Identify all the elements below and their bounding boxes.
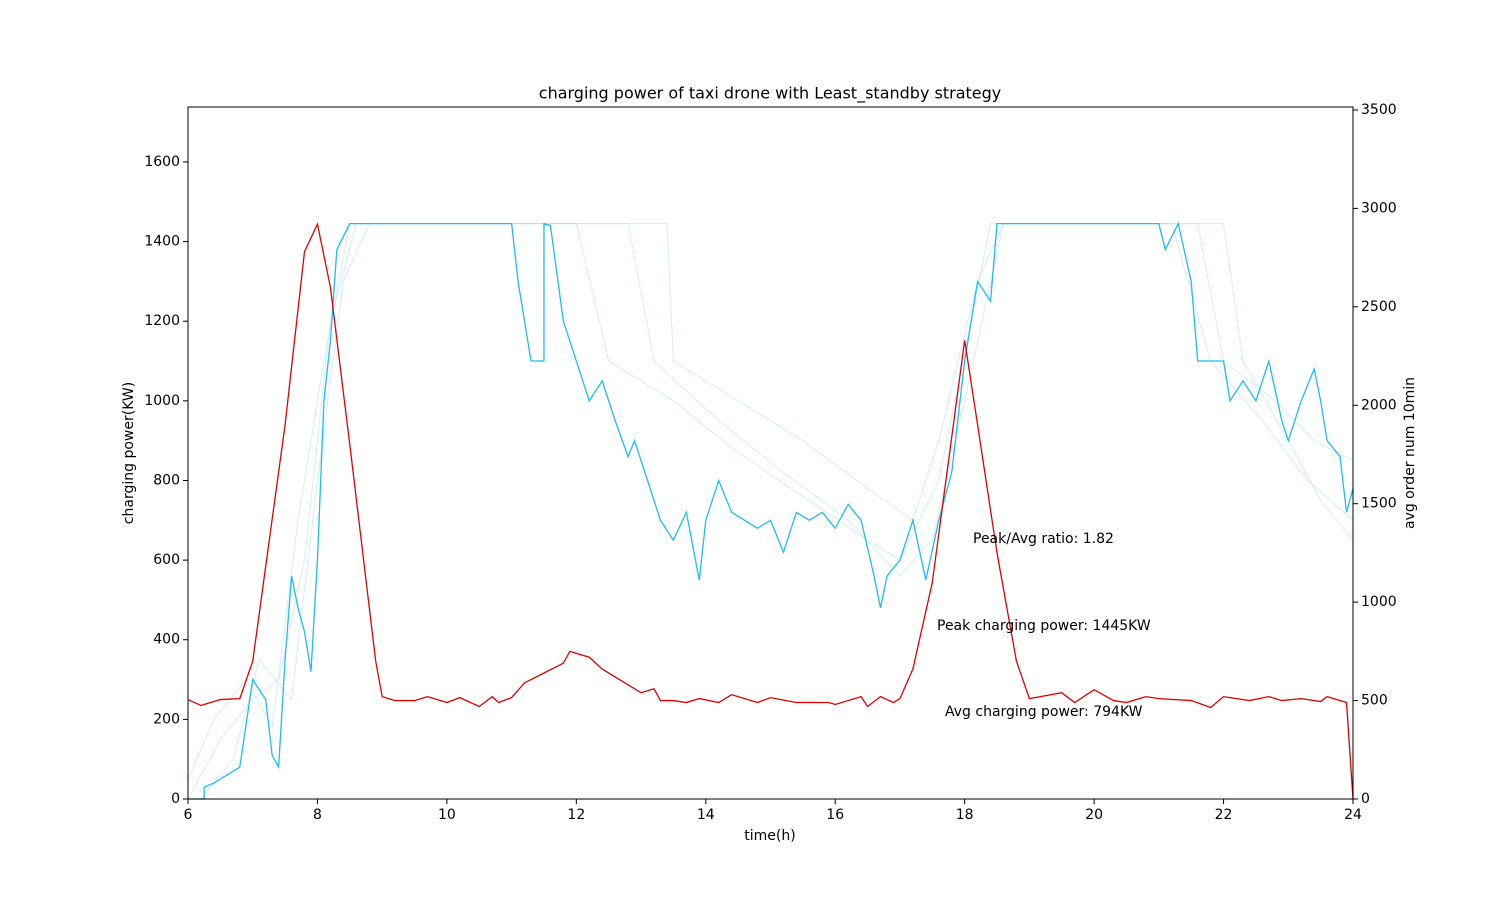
series-line (187, 222, 1354, 800)
x-tick-label: 12 (567, 807, 585, 823)
y-tick-label: 600 (153, 552, 180, 568)
x-tick-label: 24 (1344, 807, 1362, 823)
y-tick-label: 400 (153, 632, 180, 648)
x-tick-label: 20 (1085, 807, 1103, 823)
y2-tick-label: 500 (1361, 693, 1388, 709)
series-line (200, 223, 1354, 800)
y2-tick-label: 2500 (1361, 299, 1397, 315)
y-tick-label: 0 (171, 791, 180, 807)
y-tick-label: 1200 (144, 313, 180, 329)
annotation: Peak/Avg ratio: 1.82 (973, 531, 1114, 547)
x-tick-label: 18 (956, 807, 974, 823)
y-tick-label: 200 (153, 711, 180, 727)
x-tick-label: 16 (826, 807, 844, 823)
annotation: Peak charging power: 1445KW (937, 618, 1151, 634)
plot-frame (187, 106, 1354, 800)
y2-tick-label: 0 (1361, 791, 1370, 807)
x-tick-label: 22 (1215, 807, 1233, 823)
y-tick-label: 1400 (144, 234, 180, 250)
y2-tick-label: 1000 (1361, 594, 1397, 610)
y-tick-label: 1600 (144, 154, 180, 170)
y2-tick-label: 3500 (1361, 102, 1397, 118)
x-tick-label: 14 (697, 807, 715, 823)
x-tick-label: 10 (438, 807, 456, 823)
series-line (187, 223, 1354, 800)
x-axis-label: time(h) (744, 828, 795, 844)
x-tick-label: 6 (184, 807, 193, 823)
y2-tick-label: 2000 (1361, 397, 1397, 413)
y-tick-label: 800 (153, 472, 180, 488)
y2-axis-label: avg order num 10min (1402, 377, 1418, 529)
series-line (187, 223, 1354, 780)
y-axis-label: charging power(KW) (121, 382, 137, 524)
series-line (188, 221, 1354, 800)
y-tick-label: 1000 (144, 393, 180, 409)
y2-tick-label: 1500 (1361, 496, 1397, 512)
y2-tick-label: 3000 (1361, 200, 1397, 216)
chart-title: charging power of taxi drone with Least_… (539, 84, 1001, 104)
x-tick-label: 8 (313, 807, 322, 823)
annotation: Avg charging power: 794KW (945, 704, 1143, 720)
